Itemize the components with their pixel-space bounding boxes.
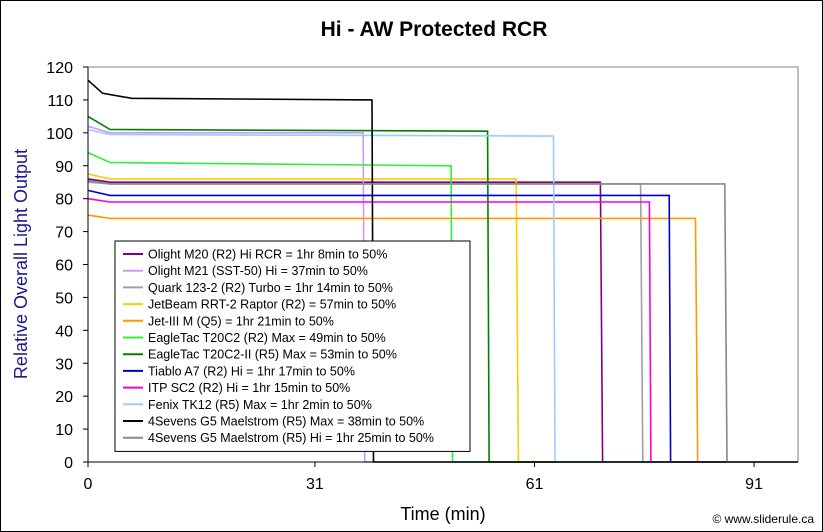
y-tick-label: 50: [55, 290, 73, 307]
y-tick-label: 100: [46, 126, 73, 143]
legend-label: Quark 123-2 (R2) Turbo = 1hr 14min to 50…: [148, 281, 393, 295]
legend-label: JetBeam RRT-2 Raptor (R2) = 57min to 50%: [148, 298, 396, 312]
legend-label: 4Sevens G5 Maelstrom (R5) Max = 38min to…: [148, 415, 424, 429]
x-axis-title: Time (min): [400, 504, 485, 524]
y-tick-label: 70: [55, 225, 73, 242]
x-tick-label: 91: [745, 476, 763, 493]
credit-text: © www.sliderule.ca: [712, 512, 814, 526]
legend: Olight M20 (R2) Hi RCR = 1hr 8min to 50%…: [114, 240, 471, 452]
x-tick-label: 0: [84, 476, 93, 493]
axes-layer: 0 10 20 30 40 50 60 70 80 90 100 110 120 0 31 61 91: [46, 60, 798, 493]
legend-label: EagleTac T20C2 (R2) Max = 49min to 50%: [148, 331, 386, 345]
legend-label: Fenix TK12 (R5) Max = 1hr 2min to 50%: [148, 398, 372, 412]
y-tick-label: 20: [55, 389, 73, 406]
x-tick-label: 31: [306, 476, 324, 493]
legend-label: 4Sevens G5 Maelstrom (R5) Hi = 1hr 25min…: [148, 431, 434, 445]
legend-label: Olight M21 (SST-50) Hi = 37min to 50%: [148, 264, 368, 278]
y-tick-label: 40: [55, 323, 73, 340]
legend-label: EagleTac T20C2-II (R5) Max = 53min to 50…: [148, 348, 397, 362]
chart-title: Hi - AW Protected RCR: [321, 18, 548, 41]
legend-label: Tiablo A7 (R2) Hi = 1hr 17min to 50%: [148, 364, 355, 378]
legend-label: ITP SC2 (R2) Hi = 1hr 15min to 50%: [148, 381, 350, 395]
y-tick-label: 10: [55, 422, 73, 439]
y-tick-label: 90: [55, 159, 73, 176]
y-tick-label: 110: [47, 93, 73, 110]
x-tick-label: 61: [526, 476, 544, 493]
y-tick-label: 120: [46, 60, 73, 77]
legend-label: Olight M20 (R2) Hi RCR = 1hr 8min to 50%: [148, 248, 387, 262]
y-tick-label: 80: [55, 192, 73, 209]
y-axis-title: Relative Overall Light Output: [11, 149, 31, 379]
legend-label: Jet-III M (Q5) = 1hr 21min to 50%: [148, 314, 334, 328]
y-tick-label: 60: [55, 258, 73, 275]
y-tick-label: 30: [55, 356, 73, 373]
legend-box: [114, 240, 471, 452]
y-tick-label: 0: [64, 455, 73, 472]
